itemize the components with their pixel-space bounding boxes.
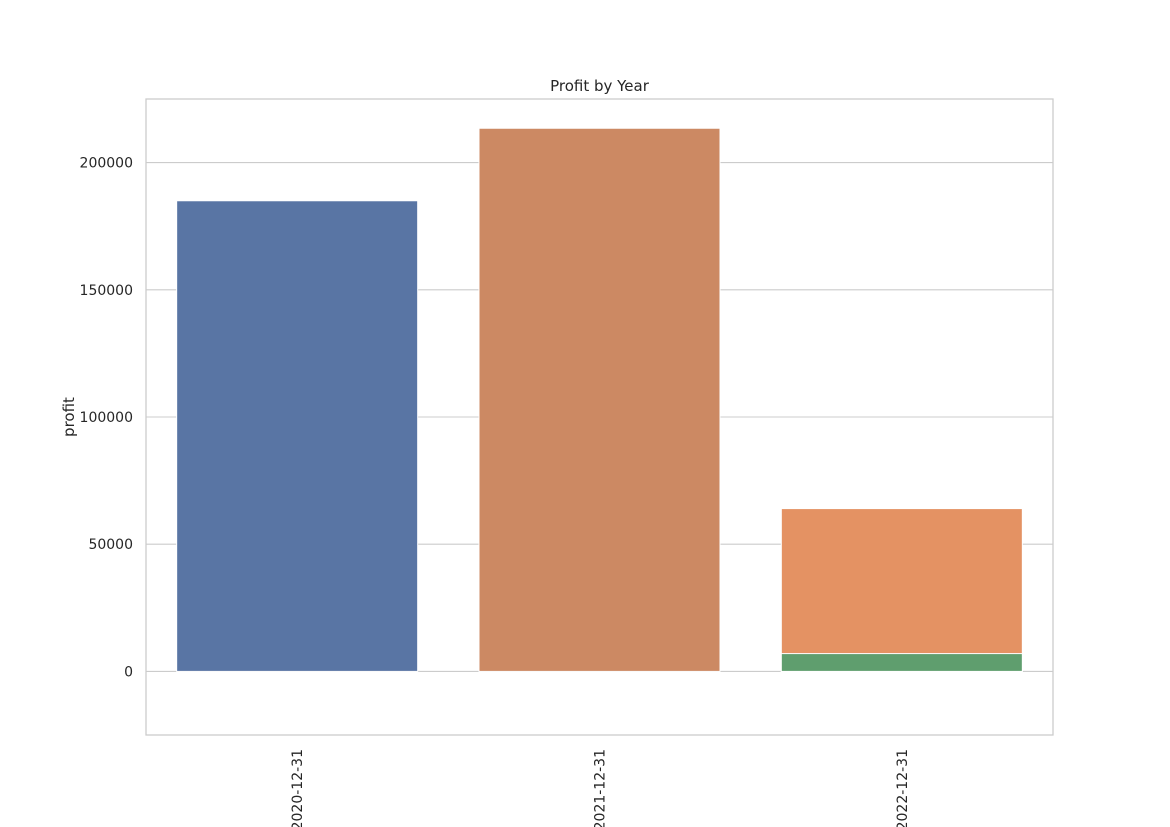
bar-2020-12-31-0 bbox=[176, 200, 419, 672]
y-tick-label: 150000 bbox=[80, 283, 133, 299]
x-tick-label: 2020-12-31 bbox=[290, 749, 306, 827]
y-tick-label: 100000 bbox=[80, 410, 133, 426]
x-tick-label: 2022-12-31 bbox=[895, 749, 911, 827]
y-axis-title: profit bbox=[60, 397, 78, 437]
x-tick-label: 2021-12-31 bbox=[593, 749, 609, 827]
bars-group bbox=[176, 127, 1023, 672]
y-tick-label: 200000 bbox=[80, 156, 133, 172]
y-tick-label: 0 bbox=[124, 664, 133, 680]
bar-2021-12-31-1 bbox=[478, 127, 721, 672]
y-tick-label: 50000 bbox=[88, 537, 133, 553]
bar-2022-12-31-2 bbox=[780, 508, 1023, 672]
plot-frame bbox=[145, 98, 1054, 736]
bar-2022-12-31-3 bbox=[780, 653, 1023, 672]
x-tick-labels: 2020-12-31 2021-12-31 2022-12-31 bbox=[290, 749, 911, 827]
y-tick-labels: 0 50000 100000 150000 200000 bbox=[80, 156, 133, 681]
chart-title: Profit by Year bbox=[550, 77, 650, 95]
